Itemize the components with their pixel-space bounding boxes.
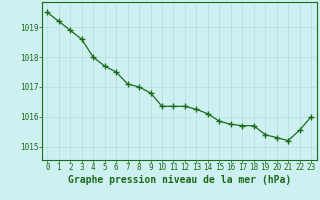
- X-axis label: Graphe pression niveau de la mer (hPa): Graphe pression niveau de la mer (hPa): [68, 175, 291, 185]
